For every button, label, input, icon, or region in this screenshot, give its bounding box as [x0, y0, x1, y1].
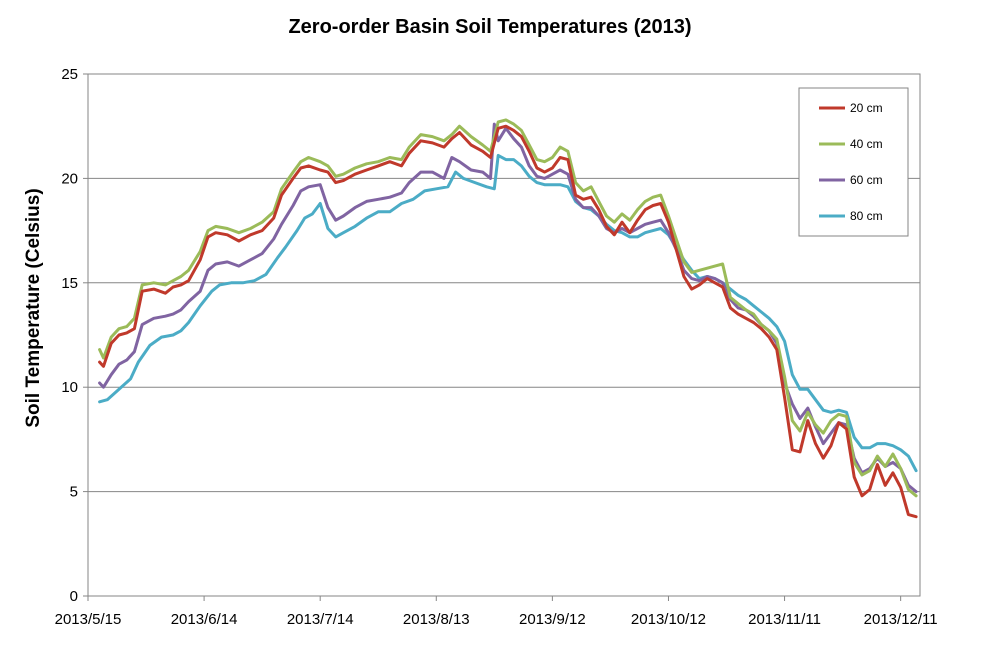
- plot-area-border: [87, 73, 921, 597]
- x-axis-ticks: 2013/5/15 2013/6/14 2013/7/14 2013/8/13 2013…: [55, 596, 938, 628]
- x-tick-label: 2013/7/14: [287, 611, 354, 628]
- legend-label: 80 cm: [850, 209, 883, 223]
- legend: 20 cm 40 cm 60 cm 80 cm: [798, 87, 909, 237]
- x-tick-label: 2013/5/15: [55, 611, 122, 628]
- x-tick-label: 2013/9/12: [519, 611, 586, 628]
- y-axis-ticks: 0 5 10 15 20 25: [61, 66, 88, 605]
- y-tick-label: 20: [61, 170, 78, 187]
- gridlines: [88, 177, 920, 493]
- series-lines: [98, 118, 918, 519]
- chart-title: Zero-order Basin Soil Temperatures (2013…: [288, 16, 691, 38]
- series-line-80-cm: [98, 153, 918, 473]
- series-line-40-cm: [98, 118, 918, 498]
- legend-label: 20 cm: [850, 101, 883, 115]
- x-tick-label: 2013/8/13: [403, 611, 470, 628]
- y-axis-label: Soil Temperature (Celsius): [23, 188, 44, 427]
- y-tick-label: 5: [70, 484, 78, 501]
- legend-box: [798, 87, 909, 237]
- y-tick-label: 15: [61, 275, 78, 292]
- legend-label: 60 cm: [850, 173, 883, 187]
- y-tick-label: 0: [70, 588, 78, 605]
- x-tick-label: 2013/11/11: [748, 611, 821, 628]
- y-tick-label: 10: [61, 379, 78, 396]
- series-line-60-cm: [98, 122, 918, 494]
- x-tick-label: 2013/6/14: [171, 611, 238, 628]
- x-tick-label: 2013/12/11: [864, 611, 938, 628]
- legend-label: 40 cm: [850, 137, 883, 151]
- x-tick-label: 2013/10/12: [631, 611, 706, 628]
- series-line-20-cm: [98, 124, 918, 519]
- y-tick-label: 25: [61, 66, 78, 83]
